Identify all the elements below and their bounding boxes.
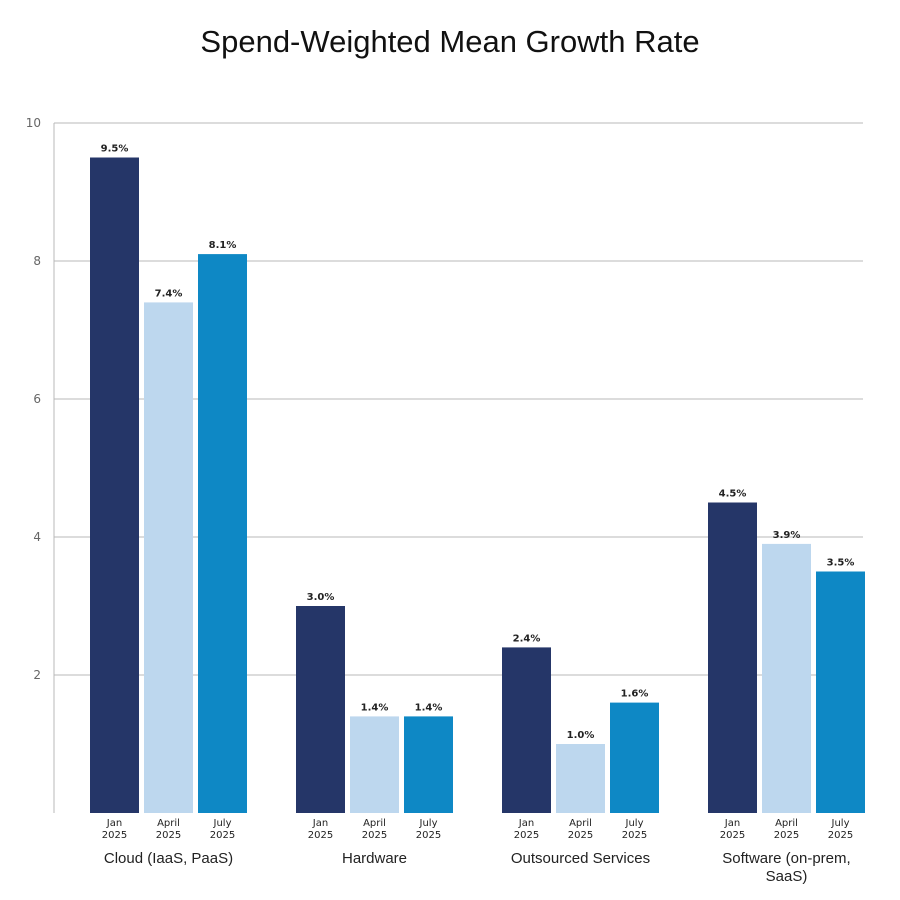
data-label: 7.4%: [155, 288, 183, 299]
category-label: Software (on-prem,: [722, 850, 850, 867]
y-tick-label: 10: [26, 116, 41, 130]
x-sub-label: 2025: [828, 830, 853, 841]
x-sub-label: April: [775, 818, 798, 829]
x-sub-label: 2025: [362, 830, 387, 841]
data-label: 3.9%: [773, 530, 801, 541]
x-sub-label: 2025: [210, 830, 235, 841]
x-sub-label: July: [213, 818, 232, 829]
x-sub-label: Jan: [312, 818, 328, 829]
data-label: 3.5%: [827, 558, 855, 569]
data-label: 1.0%: [567, 730, 595, 741]
x-sub-label: 2025: [774, 830, 799, 841]
data-label: 2.4%: [513, 633, 541, 644]
x-sub-label: Jan: [724, 818, 740, 829]
x-sub-label: April: [363, 818, 386, 829]
bar: [610, 702, 659, 813]
chart-title: Spend-Weighted Mean Growth Rate: [200, 24, 700, 59]
x-sub-label: July: [831, 818, 850, 829]
data-label: 1.6%: [621, 689, 649, 700]
x-sub-label: 2025: [102, 830, 127, 841]
bar: [198, 254, 247, 814]
category-label: Cloud (IaaS, PaaS): [104, 850, 233, 867]
y-tick-label: 8: [33, 254, 41, 268]
labels: 2468109.5%Jan20253.0%Jan20252.4%Jan20254…: [26, 116, 855, 885]
bar: [762, 543, 811, 813]
category-label: Outsourced Services: [511, 850, 650, 867]
x-sub-label: July: [625, 818, 644, 829]
category-label: Hardware: [342, 850, 407, 867]
y-tick-label: 2: [33, 668, 41, 682]
category-label: SaaS): [766, 868, 808, 885]
bar: [296, 606, 345, 813]
data-label: 1.4%: [361, 702, 389, 713]
bar: [350, 716, 399, 813]
bar: [816, 571, 865, 813]
bars: [90, 157, 865, 814]
x-sub-label: 2025: [156, 830, 181, 841]
data-label: 1.4%: [415, 702, 443, 713]
x-sub-label: Jan: [106, 818, 122, 829]
y-tick-label: 4: [33, 530, 41, 544]
x-sub-label: 2025: [568, 830, 593, 841]
x-sub-label: July: [419, 818, 438, 829]
bar: [708, 502, 757, 813]
data-label: 3.0%: [307, 592, 335, 603]
bar: [404, 716, 453, 813]
bar: [556, 744, 605, 813]
x-sub-label: 2025: [308, 830, 333, 841]
x-sub-label: Jan: [518, 818, 534, 829]
bar: [502, 647, 551, 813]
data-label: 9.5%: [101, 144, 129, 155]
x-sub-label: April: [569, 818, 592, 829]
x-sub-label: April: [157, 818, 180, 829]
bar: [90, 157, 139, 813]
x-sub-label: 2025: [416, 830, 441, 841]
data-label: 4.5%: [719, 489, 747, 500]
x-sub-label: 2025: [720, 830, 745, 841]
y-tick-label: 6: [33, 392, 41, 406]
bar: [144, 302, 193, 813]
x-sub-label: 2025: [514, 830, 539, 841]
x-sub-label: 2025: [622, 830, 647, 841]
data-label: 8.1%: [209, 240, 237, 251]
